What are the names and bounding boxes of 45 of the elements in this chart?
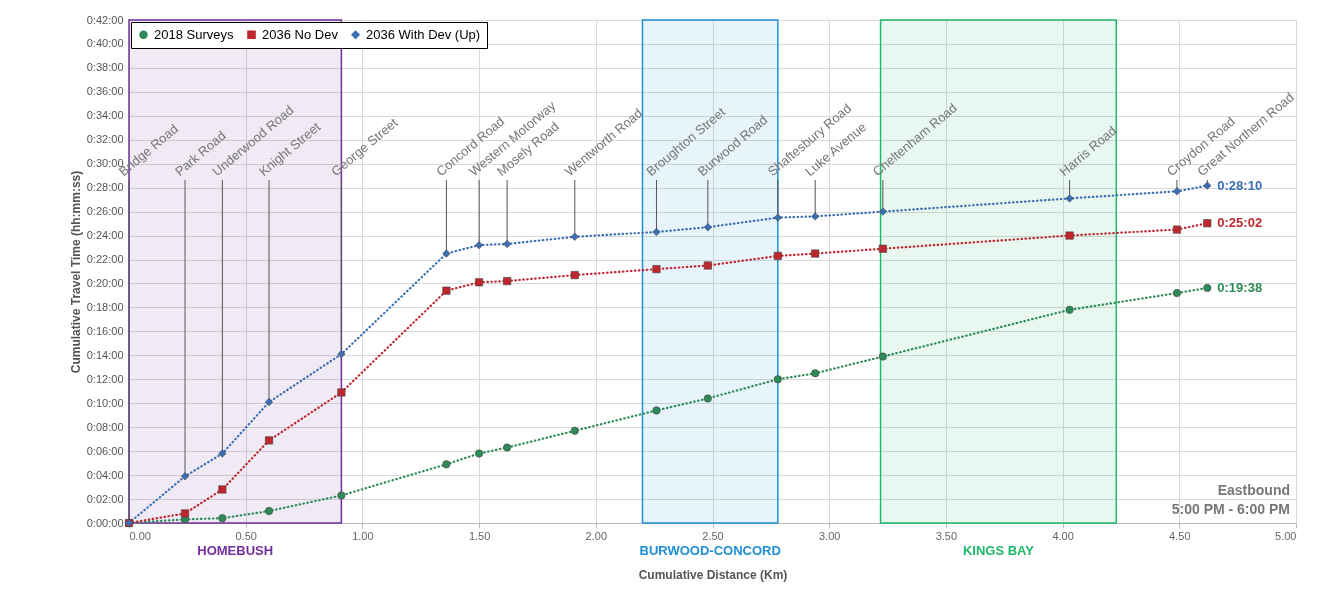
y-tick-label: 0:36:00 <box>86 85 124 98</box>
data-label: 0:25:02 <box>1217 215 1263 231</box>
x-tick-label: 1.50 <box>468 529 491 542</box>
y-tick-label: 0:04:00 <box>86 468 124 481</box>
y-tick-label: 0:08:00 <box>86 420 124 433</box>
y-tick-label: 0:26:00 <box>86 205 124 218</box>
x-tick-label: 3.00 <box>818 529 841 542</box>
annotation: 5:00 PM - 6:00 PM <box>1171 501 1290 517</box>
x-tick-label: 4.00 <box>1052 529 1074 542</box>
x-axis-title: Cumulative Distance (Km) <box>638 567 788 582</box>
x-tick-label: 2.00 <box>585 529 608 542</box>
x-tick-label: 2.50 <box>702 529 724 542</box>
y-tick-label: 0:12:00 <box>86 372 124 385</box>
y-tick-label: 0:02:00 <box>86 492 124 505</box>
data-label: 0:28:10 <box>1217 177 1263 193</box>
y-axis-title: Cumulative Travel Time (hh:mm:ss) <box>68 170 83 374</box>
y-tick-label: 0:38:00 <box>86 61 124 74</box>
y-tick-label: 0:42:00 <box>86 13 124 26</box>
y-tick-label: 0:40:00 <box>86 37 124 50</box>
x-tick-label: 3.50 <box>935 529 958 542</box>
x-tick-label: 1.00 <box>352 529 374 542</box>
y-tick-label: 0:00:00 <box>86 516 124 529</box>
y-tick-label: 0:18:00 <box>86 300 124 313</box>
y-tick-label: 0:10:00 <box>86 396 124 409</box>
y-tick-label: 0:14:00 <box>86 348 124 361</box>
y-tick-label: 0:06:00 <box>86 444 124 457</box>
band-label: BURWOOD-CONCORD <box>639 543 781 558</box>
band-label: HOMEBUSH <box>197 543 274 558</box>
y-tick-label: 0:24:00 <box>86 229 124 242</box>
legend-label: 2036 No Dev <box>262 26 339 42</box>
data-label: 0:19:38 <box>1217 279 1263 295</box>
annotation: Eastbound <box>1217 482 1290 498</box>
x-tick-label: 4.50 <box>1169 529 1191 542</box>
y-tick-label: 0:22:00 <box>86 253 124 266</box>
x-tick-label: 0.00 <box>129 529 151 542</box>
legend-label: 2018 Surveys <box>154 26 234 42</box>
x-tick-label: 5.00 <box>1275 529 1297 542</box>
y-tick-label: 0:34:00 <box>86 109 124 122</box>
y-tick-label: 0:16:00 <box>86 324 124 337</box>
legend-label: 2036 With Dev (Up) <box>366 26 481 42</box>
y-tick-label: 0:28:00 <box>86 181 124 194</box>
y-tick-label: 0:20:00 <box>86 276 124 289</box>
x-tick-label: 0.50 <box>235 529 257 542</box>
y-tick-label: 0:32:00 <box>86 133 124 146</box>
band-label: KINGS BAY <box>962 543 1035 558</box>
